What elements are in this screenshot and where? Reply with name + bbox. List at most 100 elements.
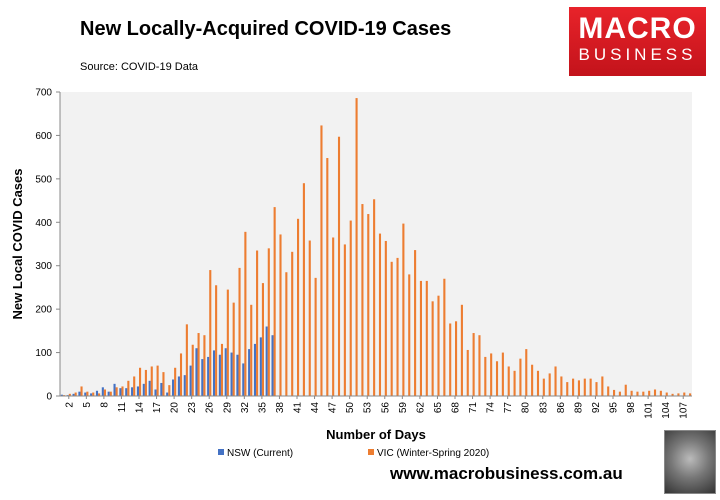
bar-vic-day-66: [443, 278, 446, 396]
bar-vic-day-103: [659, 390, 662, 396]
bar-nsw-day-11: [119, 388, 122, 396]
bar-vic-day-50: [349, 220, 352, 396]
y-tick-label: 100: [35, 348, 52, 359]
bar-vic-day-47: [332, 237, 335, 396]
bar-vic-day-22: [185, 324, 188, 396]
bar-nsw-day-19: [166, 392, 169, 396]
bar-vic-day-19: [168, 385, 171, 396]
bar-vic-day-5: [86, 391, 89, 396]
bar-vic-day-99: [636, 391, 639, 396]
bar-vic-day-51: [355, 98, 358, 396]
bar-vic-day-13: [133, 376, 136, 396]
bar-vic-day-86: [560, 376, 563, 396]
bar-vic-day-6: [92, 392, 95, 396]
x-tick-label: 101: [644, 402, 655, 419]
x-tick-label: 8: [99, 402, 110, 408]
bar-vic-day-14: [139, 367, 142, 396]
x-tick-label: 98: [626, 402, 637, 414]
y-tick-label: 200: [35, 305, 52, 316]
x-tick-label: 47: [328, 402, 339, 414]
bar-vic-day-31: [238, 267, 241, 396]
x-tick-label: 32: [240, 402, 251, 414]
bar-vic-day-73: [484, 356, 487, 396]
x-tick-label: 20: [170, 402, 181, 414]
bar-vic-day-20: [174, 367, 177, 396]
bar-vic-day-96: [618, 391, 621, 396]
bar-vic-day-52: [361, 204, 364, 396]
bar-nsw-day-34: [253, 343, 257, 396]
x-tick-label: 56: [380, 402, 391, 414]
x-tick-label: 14: [135, 402, 146, 414]
bar-vic-day-32: [244, 231, 247, 396]
x-tick-label: 17: [152, 402, 163, 414]
bar-nsw-day-1: [60, 394, 63, 396]
x-tick-label: 107: [679, 402, 690, 419]
bar-nsw-day-4: [78, 391, 81, 396]
bar-vic-day-97: [624, 384, 627, 396]
bar-nsw-day-33: [248, 349, 251, 396]
bar-nsw-day-26: [207, 356, 210, 396]
bars-group: [60, 98, 692, 397]
x-tick-label: 65: [433, 402, 444, 414]
bar-nsw-day-27: [212, 350, 216, 396]
bar-vic-day-87: [566, 382, 569, 396]
bar-vic-day-25: [203, 335, 206, 396]
x-axis: 2 5 8 11 14 17 20 23 26 29 32 35 38 41 44 47 50 53 56 59 62 6…: [60, 395, 692, 419]
y-tick-label: 500: [35, 174, 52, 185]
x-tick-label: 59: [398, 402, 409, 414]
footer-url: www.macrobusiness.com.au: [390, 464, 623, 483]
y-axis-label: New Local COVID Cases: [10, 169, 25, 320]
x-tick-label: 80: [521, 402, 532, 414]
bar-vic-day-90: [583, 378, 586, 396]
bar-vic-day-98: [630, 390, 633, 396]
bar-nsw-day-5: [84, 392, 87, 396]
bar-vic-day-53: [367, 214, 370, 396]
bar-vic-day-23: [191, 344, 194, 396]
y-tick-label: 400: [35, 218, 52, 229]
legend-label-nsw: NSW (Current): [227, 448, 293, 459]
bar-vic-day-100: [642, 391, 645, 396]
bar-vic-day-35: [261, 283, 264, 396]
x-tick-label: 50: [345, 402, 356, 414]
x-tick-label: 29: [222, 402, 233, 414]
bar-vic-day-79: [519, 358, 522, 396]
x-tick-label: 26: [205, 402, 216, 414]
bar-vic-day-55: [378, 233, 382, 396]
bar-vic-day-21: [179, 353, 183, 396]
bar-vic-day-28: [220, 343, 224, 396]
x-tick-label: 92: [591, 402, 602, 414]
bar-nsw-day-7: [95, 390, 99, 396]
bar-vic-day-61: [414, 250, 417, 396]
legend-label-vic: VIC (Winter-Spring 2020): [377, 448, 489, 459]
x-tick-label: 89: [573, 402, 584, 414]
x-tick-label: 77: [503, 402, 514, 414]
bar-nsw-day-36: [265, 326, 268, 396]
bar-vic-day-82: [536, 370, 540, 396]
plot-area: [60, 92, 692, 396]
bar-vic-day-46: [326, 158, 329, 396]
bar-vic-day-106: [677, 393, 680, 396]
bar-vic-day-33: [250, 304, 253, 396]
bar-vic-day-30: [232, 302, 235, 396]
y-tick-label: 300: [35, 261, 52, 272]
bar-vic-day-67: [449, 323, 452, 396]
bar-vic-day-16: [150, 366, 153, 396]
bar-vic-day-8: [103, 389, 106, 396]
bar-nsw-day-32: [242, 363, 245, 396]
legend-swatch-vic: [368, 449, 374, 455]
bar-nsw-day-31: [236, 354, 239, 396]
chart-title: New Locally-Acquired COVID-19 Cases: [80, 18, 452, 40]
bar-vic-day-76: [501, 352, 504, 396]
bar-vic-day-57: [390, 261, 393, 396]
x-tick-label: 68: [451, 402, 462, 414]
bar-vic-day-102: [653, 389, 657, 396]
x-tick-label: 38: [275, 402, 286, 414]
bar-vic-day-37: [273, 207, 276, 396]
bar-nsw-day-25: [201, 359, 204, 396]
y-tick-label: 700: [35, 88, 52, 99]
bar-vic-day-63: [425, 280, 428, 396]
bar-nsw-day-21: [177, 376, 180, 396]
x-tick-label: 53: [363, 402, 374, 414]
bar-vic-day-54: [373, 199, 376, 396]
legend-swatch-nsw: [218, 449, 224, 455]
